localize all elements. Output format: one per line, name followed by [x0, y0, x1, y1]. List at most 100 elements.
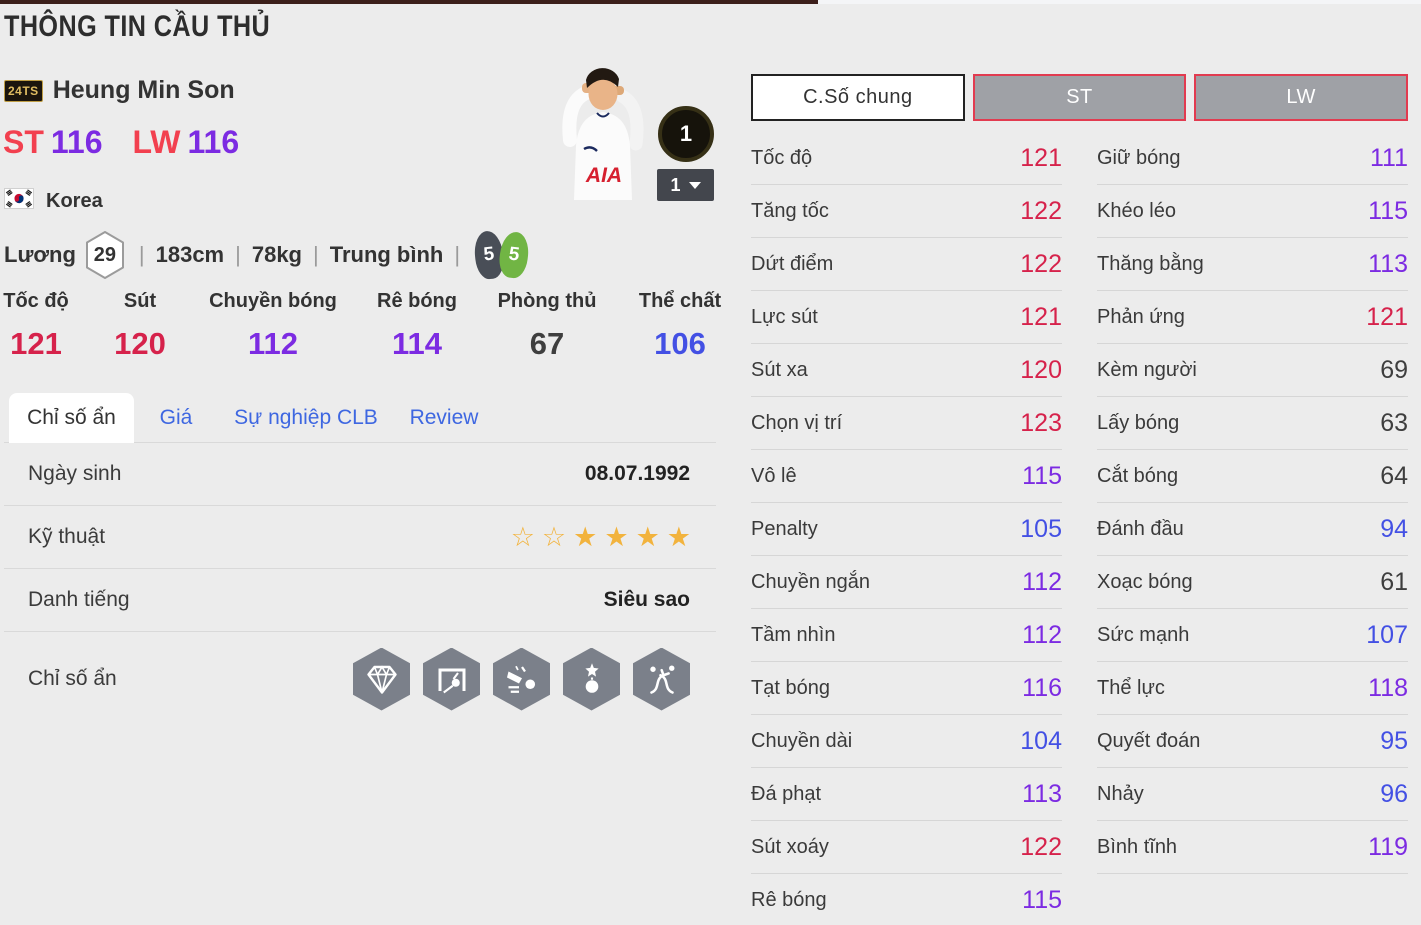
separator — [139, 242, 145, 268]
tab-label: Giá — [159, 406, 193, 429]
star-hollow-icon: ☆ — [541, 521, 574, 552]
tab[interactable]: Chỉ số ẩn — [9, 393, 134, 443]
attribute-row: Nhảy 96 — [1097, 768, 1408, 821]
technique-stars: ☆☆★★★★ — [511, 522, 716, 553]
player-photo: AIA — [540, 56, 665, 200]
attribute-label: Chọn vị trí — [751, 411, 843, 434]
attribute-value: 118 — [1368, 673, 1408, 702]
attribute-row: Đánh đầu 94 — [1097, 503, 1408, 556]
tab-label: Sự nghiệp CLB — [234, 406, 378, 429]
attribute-row: Xoạc bóng 61 — [1097, 556, 1408, 609]
attribute-value: 95 — [1380, 726, 1408, 755]
attribute-label: Sút xa — [751, 358, 808, 381]
summary-stat-value: 106 — [654, 326, 706, 361]
technique-label: Kỹ thuật — [28, 525, 106, 548]
attribute-value: 113 — [1368, 249, 1408, 278]
attribute-value: 112 — [1022, 620, 1062, 649]
hidden-stats-table: Ngày sinh 08.07.1992 Kỹ thuật ☆☆★★★★ Dan… — [4, 443, 716, 726]
attribute-label: Bình tĩnh — [1097, 835, 1178, 858]
attribute-value: 69 — [1380, 355, 1408, 384]
attribute-value: 116 — [1022, 673, 1062, 702]
dribble-path-icon[interactable] — [633, 647, 690, 711]
attribute-columns: Tốc độ 121 Tăng tốc 122 Dứt điểm 122 — [751, 132, 1408, 925]
star-filled-icon: ★ — [604, 521, 636, 552]
attribute-row: Dứt điểm 122 — [751, 238, 1062, 291]
attribute-row: Sức mạnh 107 — [1097, 609, 1408, 662]
position-rating: LW 116 — [133, 124, 240, 161]
attribute-row: Cắt bóng 64 — [1097, 450, 1408, 503]
attribute-row: Lực sút 121 — [751, 291, 1062, 344]
attribute-value: 96 — [1380, 779, 1408, 808]
stat-filter-button-label: C.Số chung — [803, 86, 913, 108]
star-filled-icon: ★ — [573, 521, 605, 552]
attribute-label: Khéo léo — [1097, 199, 1176, 222]
birthdate-value: 08.07.1992 — [584, 462, 690, 485]
height-value: 183cm — [155, 242, 225, 267]
attribute-label: Chuyền dài — [751, 729, 853, 752]
stat-filter-button[interactable]: C.Số chung — [751, 74, 965, 121]
separator — [454, 242, 460, 268]
weak-foot-left-value: 5 — [482, 243, 496, 266]
tab[interactable]: Sự nghiệp CLB — [230, 393, 382, 443]
diamond-icon[interactable] — [353, 647, 410, 711]
technique-row: Kỹ thuật ☆☆★★★★ — [4, 506, 716, 569]
attribute-value: 122 — [1020, 249, 1062, 278]
attribute-row: Tăng tốc 122 — [751, 185, 1062, 238]
attribute-label: Kèm người — [1097, 358, 1197, 381]
position-code: ST — [3, 124, 44, 160]
attribute-value: 113 — [1022, 779, 1062, 808]
grade-badge-value: 1 — [679, 121, 693, 146]
hidden-trait-icons — [353, 647, 716, 711]
player-name: Heung Min Son — [52, 76, 235, 104]
summary-stat-value: 114 — [391, 326, 442, 361]
stat-filter-button[interactable]: LW — [1194, 74, 1409, 121]
attribute-row: Vô lê 115 — [751, 450, 1062, 503]
tab[interactable]: Giá — [144, 393, 208, 443]
summary-stat: Tốc độ 121 — [3, 290, 69, 362]
attribute-label: Sức mạnh — [1097, 623, 1190, 646]
summary-stats: Tốc độ 121 Sút 120 Chuyền bóng 112 Rê bó… — [3, 290, 721, 382]
hidden-traits-row: Chỉ số ẩn — [4, 632, 716, 726]
attribute-label: Lực sút — [751, 305, 818, 328]
attribute-row: Sút xa 120 — [751, 344, 1062, 397]
star-filled-icon: ★ — [666, 521, 698, 552]
separator — [313, 242, 319, 268]
attribute-value: 122 — [1020, 196, 1062, 225]
attribute-label: Thể lực — [1097, 676, 1165, 699]
grade-dropdown[interactable]: 1 — [657, 169, 714, 201]
summary-stat-label: Tốc độ — [3, 290, 69, 312]
attribute-label: Tạt bóng — [751, 676, 830, 699]
attributes-left-column: Tốc độ 121 Tăng tốc 122 Dứt điểm 122 — [751, 132, 1062, 925]
attribute-row: Bình tĩnh 119 — [1097, 821, 1408, 874]
summary-stat: Rê bóng 114 — [377, 290, 457, 362]
attribute-row: Khéo léo 115 — [1097, 185, 1408, 238]
reputation-row: Danh tiếng Siêu sao — [4, 569, 716, 632]
summary-stat-label: Thể chất — [638, 290, 722, 312]
star-filled-icon: ★ — [635, 521, 667, 552]
attribute-row: Lấy bóng 63 — [1097, 397, 1408, 450]
summary-stat: Chuyền bóng 112 — [209, 290, 337, 362]
attribute-label: Penalty — [751, 517, 818, 540]
attribute-value: 122 — [1020, 832, 1062, 861]
top-accent-line — [0, 0, 818, 4]
attribute-row: Thể lực 118 — [1097, 662, 1408, 715]
summary-stat: Thể chất 106 — [639, 290, 721, 362]
tab-underline — [4, 442, 716, 443]
goalkeeper-goal-icon[interactable] — [423, 647, 480, 711]
attribute-label: Dứt điểm — [751, 252, 834, 275]
body-type-value: Trung bình — [329, 242, 444, 267]
attribute-label: Tốc độ — [751, 146, 813, 169]
attribute-label: Nhảy — [1097, 782, 1144, 805]
nationality-row: Korea — [4, 188, 103, 214]
stat-filter-button[interactable]: ST — [972, 74, 1187, 121]
power-shot-icon[interactable] — [493, 647, 550, 711]
tab[interactable]: Review — [398, 393, 490, 443]
skill-star-ball-icon[interactable] — [563, 647, 620, 711]
summary-stat: Sút 120 — [114, 290, 166, 362]
position-code: LW — [132, 124, 181, 160]
attribute-value: 105 — [1020, 514, 1062, 543]
player-name-row: 24TS Heung Min Son — [4, 76, 235, 105]
summary-stat-label: Chuyền bóng — [209, 290, 337, 312]
attribute-label: Tăng tốc — [751, 199, 829, 222]
weak-foot-right-icon: 5 — [497, 230, 531, 280]
